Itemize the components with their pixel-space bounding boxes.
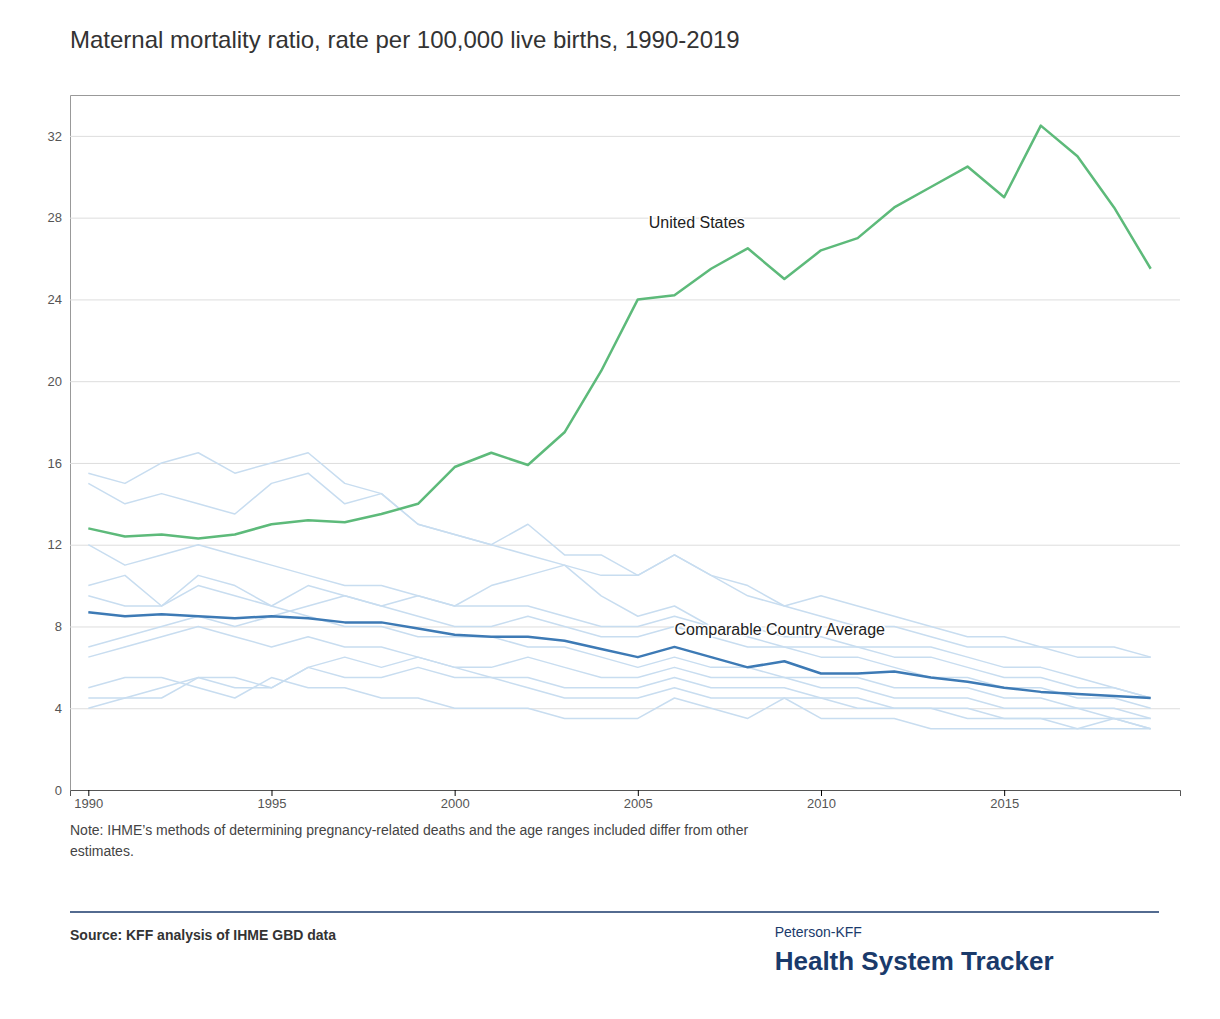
background-line — [88, 453, 1150, 657]
x-tick-label: 2000 — [441, 796, 470, 811]
x-tick: 2005 — [624, 790, 653, 811]
grid-line — [70, 136, 1180, 137]
x-tick-label: 1990 — [74, 796, 103, 811]
y-tick: 24 — [48, 292, 1180, 307]
y-axis-line — [71, 96, 1181, 791]
grid-line — [70, 463, 1180, 464]
background-line — [88, 667, 1150, 728]
separator — [70, 911, 1159, 913]
y-axis: 0 4 8 12 16 20 24 28 32 — [48, 96, 1180, 798]
series-line — [88, 126, 1150, 539]
brand-line: Peterson-KFF — [775, 924, 862, 940]
x-tick-label: 2015 — [990, 796, 1019, 811]
background-line — [88, 545, 1150, 698]
x-tick-mark — [821, 790, 822, 796]
y-tick-label: 28 — [48, 210, 62, 225]
x-tick: 1990 — [74, 790, 103, 811]
y-tick-label: 24 — [48, 292, 62, 307]
background-line — [88, 657, 1150, 729]
annotation: Comparable Country Average — [674, 621, 885, 638]
y-tick: 28 — [48, 210, 1180, 225]
grid-line — [70, 299, 1180, 300]
y-tick-label: 4 — [55, 701, 62, 716]
annotations: United States Comparable Country Average — [649, 214, 885, 638]
x-tick: 1995 — [258, 790, 287, 811]
y-tick: 20 — [48, 374, 1180, 389]
y-tick-label: 0 — [55, 783, 62, 798]
y-tick-label: 12 — [48, 537, 62, 552]
grid-line — [70, 381, 1180, 382]
x-tick-mark — [455, 790, 456, 796]
series-line — [88, 612, 1150, 698]
x-tick: 2010 — [807, 790, 836, 811]
title: Maternal mortality ratio, rate per 100,0… — [70, 26, 740, 53]
x-tick-label: 1995 — [258, 796, 287, 811]
grid-line — [70, 545, 1180, 546]
note: estimates. — [70, 843, 134, 859]
y-tick-label: 32 — [48, 129, 62, 144]
x-tick-mark — [88, 790, 89, 796]
x-tick-mark — [638, 790, 639, 796]
y-tick: 32 — [48, 129, 1180, 144]
grid-line — [70, 218, 1180, 219]
x-tick-label: 2010 — [807, 796, 836, 811]
source: Source: KFF analysis of IHME GBD data — [70, 927, 336, 943]
x-tick-mark — [271, 790, 272, 796]
x-axis: 1990 1995 2000 2005 2010 2015 — [71, 790, 1181, 811]
annotation: United States — [649, 214, 745, 231]
lines — [88, 126, 1150, 729]
background-line — [88, 473, 1150, 657]
x-tick: 2000 — [441, 790, 470, 811]
chart-svg: Maternal mortality ratio, rate per 100,0… — [0, 0, 1220, 1019]
background-line — [88, 626, 1150, 718]
background-line — [88, 575, 1150, 718]
brand-line: Health System Tracker — [775, 946, 1054, 976]
note: Note: IHME’s methods of determining preg… — [70, 822, 748, 838]
y-tick-label: 8 — [55, 619, 62, 634]
x-tick-mark — [1004, 790, 1005, 796]
y-tick-label: 16 — [48, 456, 62, 471]
x-tick: 2015 — [990, 790, 1019, 811]
y-tick-label: 20 — [48, 374, 62, 389]
x-axis-line — [71, 791, 1181, 797]
x-tick-label: 2005 — [624, 796, 653, 811]
